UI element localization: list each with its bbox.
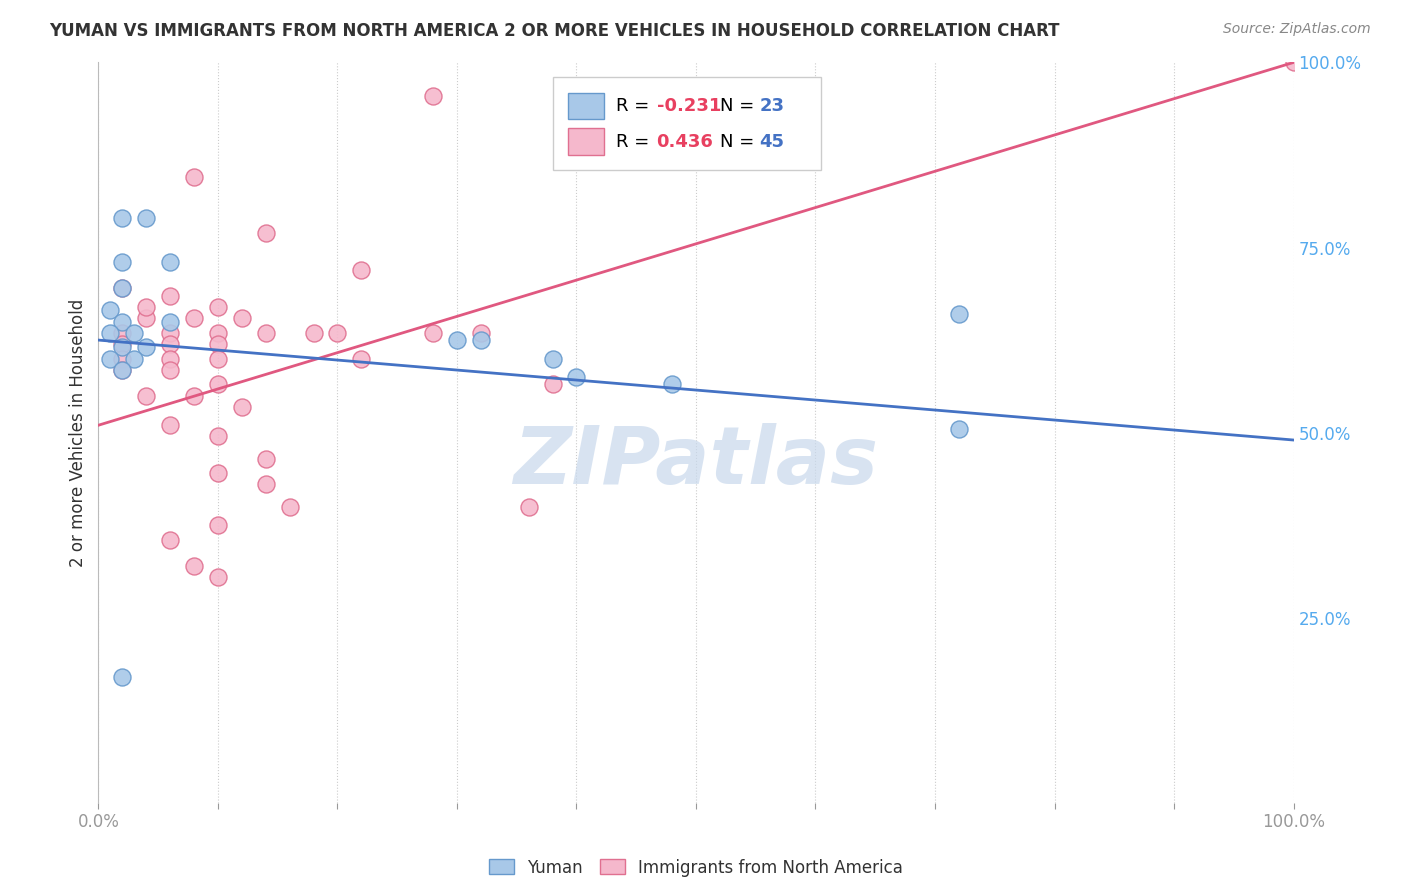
Point xyxy=(135,300,157,314)
Point xyxy=(207,300,229,314)
Point xyxy=(98,303,122,318)
Point xyxy=(254,477,277,491)
Point xyxy=(135,341,157,355)
Point xyxy=(159,255,181,269)
Point xyxy=(111,281,134,295)
Point xyxy=(541,377,564,392)
Point xyxy=(231,310,253,325)
Point xyxy=(350,262,373,277)
Point xyxy=(98,351,122,366)
Text: 23: 23 xyxy=(759,97,785,115)
Point xyxy=(159,326,181,340)
Point xyxy=(159,288,181,302)
FancyBboxPatch shape xyxy=(568,128,605,155)
Point xyxy=(159,362,181,376)
Text: N =: N = xyxy=(720,133,759,151)
Point xyxy=(111,314,134,328)
Point xyxy=(207,467,229,481)
Point xyxy=(98,326,122,340)
Point xyxy=(159,533,181,547)
Point xyxy=(183,558,205,573)
Point xyxy=(124,326,146,340)
Point xyxy=(111,341,134,355)
FancyBboxPatch shape xyxy=(553,78,821,169)
Point xyxy=(207,570,229,584)
Point xyxy=(231,400,253,414)
Text: YUMAN VS IMMIGRANTS FROM NORTH AMERICA 2 OR MORE VEHICLES IN HOUSEHOLD CORRELATI: YUMAN VS IMMIGRANTS FROM NORTH AMERICA 2… xyxy=(49,22,1060,40)
Point xyxy=(111,362,134,376)
Point xyxy=(207,518,229,533)
Point xyxy=(207,377,229,392)
Point xyxy=(159,418,181,433)
Point xyxy=(565,370,588,384)
Text: 0.436: 0.436 xyxy=(657,133,713,151)
Point xyxy=(135,310,157,325)
Point xyxy=(254,226,277,240)
Text: -0.231: -0.231 xyxy=(657,97,721,115)
Text: R =: R = xyxy=(616,133,655,151)
Point xyxy=(254,451,277,466)
Point xyxy=(517,500,540,514)
Point xyxy=(661,377,683,392)
Point xyxy=(135,388,157,402)
Point xyxy=(1282,55,1305,70)
Point xyxy=(111,336,134,351)
Text: R =: R = xyxy=(616,97,655,115)
Point xyxy=(159,336,181,351)
Point xyxy=(135,211,157,225)
Text: 45: 45 xyxy=(759,133,785,151)
FancyBboxPatch shape xyxy=(568,93,605,120)
Point xyxy=(302,326,325,340)
Legend: Yuman, Immigrants from North America: Yuman, Immigrants from North America xyxy=(482,852,910,883)
Point xyxy=(111,362,134,376)
Point xyxy=(350,351,373,366)
Point xyxy=(183,310,205,325)
Point xyxy=(207,326,229,340)
Point xyxy=(422,88,444,103)
Point xyxy=(159,351,181,366)
Point xyxy=(111,281,134,295)
Point xyxy=(111,211,134,225)
Point xyxy=(111,670,134,684)
Point xyxy=(254,326,277,340)
Point xyxy=(470,333,492,347)
Point xyxy=(183,388,205,402)
Point xyxy=(207,351,229,366)
Point xyxy=(124,351,146,366)
Point xyxy=(278,500,301,514)
Y-axis label: 2 or more Vehicles in Household: 2 or more Vehicles in Household xyxy=(69,299,87,566)
Point xyxy=(207,336,229,351)
Point xyxy=(111,255,134,269)
Point xyxy=(948,307,970,321)
Point xyxy=(207,429,229,443)
Point xyxy=(541,351,564,366)
Point xyxy=(159,314,181,328)
Text: N =: N = xyxy=(720,97,759,115)
Point xyxy=(111,351,134,366)
Point xyxy=(183,170,205,185)
Point xyxy=(948,422,970,436)
Text: Source: ZipAtlas.com: Source: ZipAtlas.com xyxy=(1223,22,1371,37)
Point xyxy=(326,326,349,340)
Point xyxy=(422,326,444,340)
Text: ZIPatlas: ZIPatlas xyxy=(513,423,879,501)
Point xyxy=(446,333,468,347)
Point xyxy=(111,326,134,340)
Point xyxy=(470,326,492,340)
